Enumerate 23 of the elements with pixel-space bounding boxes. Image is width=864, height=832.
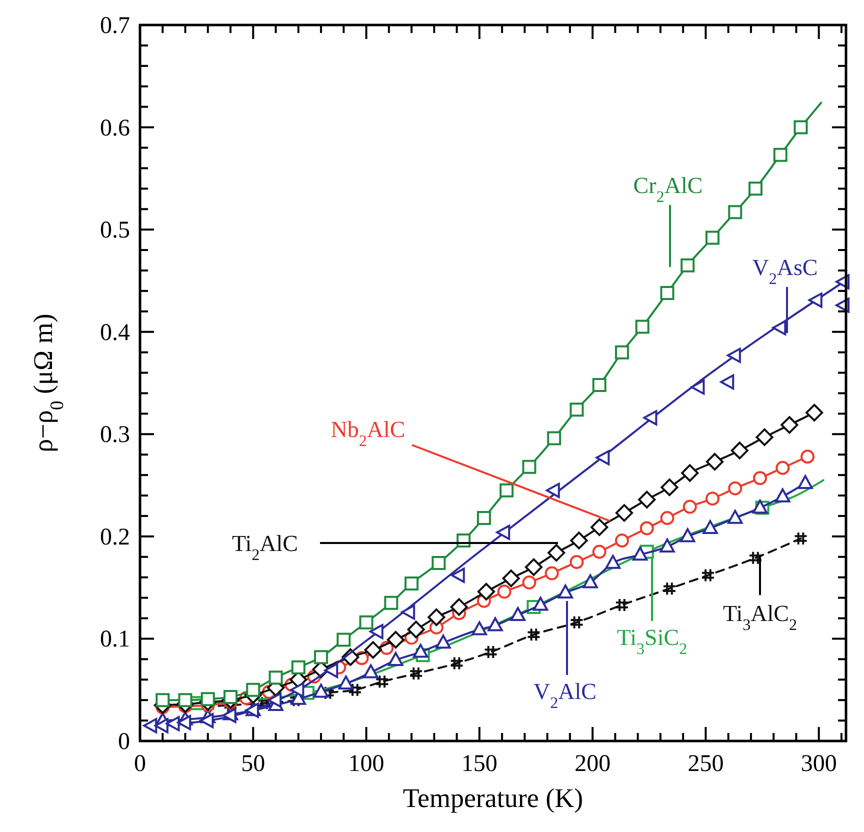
x-tick-label: 300 (800, 751, 837, 777)
y-tick-label: 0.3 (100, 422, 130, 448)
y-tick-label: 0.5 (100, 218, 130, 244)
x-tick-label: 250 (688, 751, 724, 777)
y-tick-label: 0 (118, 729, 130, 755)
y-tick-label: 0.7 (100, 13, 130, 39)
text: Ti$_{2}$AlC (232, 531, 298, 564)
y-tick-label: 0.2 (100, 524, 130, 550)
series-label: Cr$_{2}$AlC (633, 173, 703, 206)
series-label: Ti$_{3}$AlC$_{2}$ (722, 601, 798, 634)
x-tick-label: 0 (134, 751, 146, 777)
text: V$_{2}$AlC (533, 679, 597, 712)
x-tick-label: 150 (461, 751, 498, 777)
y-tick-label: 0.4 (100, 320, 130, 346)
y-tick-label: 0.1 (100, 626, 130, 653)
text: Ti$_{3}$SiC$_{2}$ (616, 625, 688, 658)
x-tick-label: 100 (348, 751, 384, 777)
y-tick-label: 0.6 (100, 115, 130, 142)
text: Nb$_{2}$AlC (330, 417, 406, 450)
x-tick-label: 50 (241, 751, 266, 777)
series-label: V$_{2}$AsC (752, 255, 818, 288)
x-axis-title: Temperature (K) (402, 783, 584, 813)
x-tick-label: 200 (574, 751, 611, 777)
